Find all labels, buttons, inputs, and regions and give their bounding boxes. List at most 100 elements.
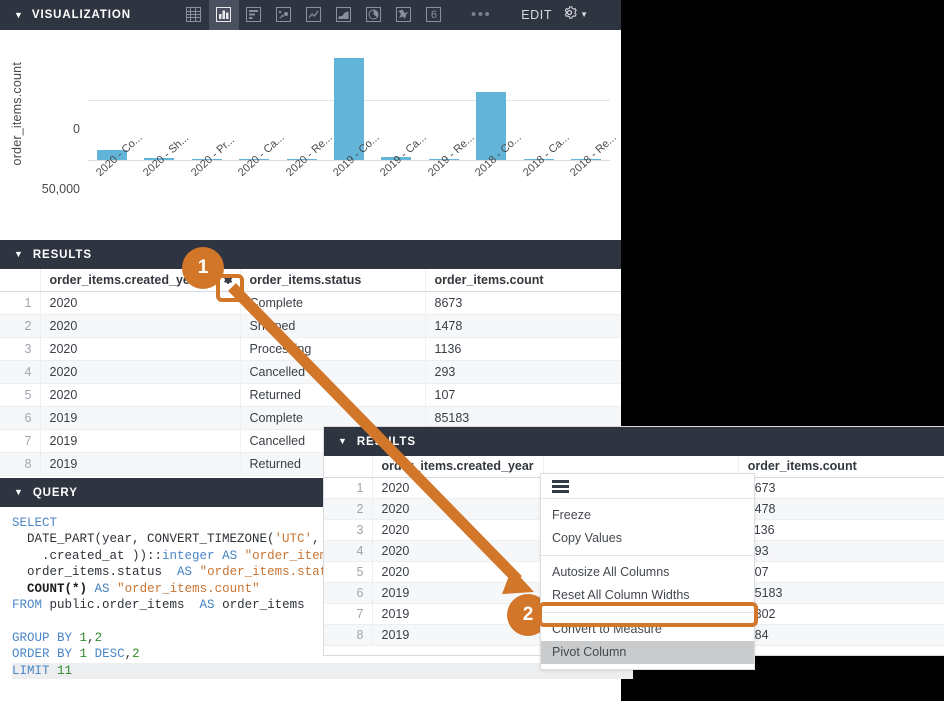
bar[interactable]: [476, 91, 507, 160]
table-row[interactable]: 3 2020 Processing 1136: [0, 337, 621, 361]
y-axis-label: order_items.count: [10, 62, 24, 166]
bar[interactable]: [334, 57, 364, 160]
more-options-icon[interactable]: •••: [470, 6, 492, 23]
pie-chart-icon[interactable]: [359, 0, 389, 30]
cell-status: Returned: [240, 383, 426, 407]
bar[interactable]: [239, 158, 270, 160]
horizontal-bar-icon[interactable]: [239, 0, 269, 30]
cell-created-year: 2020: [40, 360, 241, 384]
table-row[interactable]: 5 2020 Returned 107: [0, 383, 621, 407]
bar-chart: order_items.count 0 50,000 2020 - Co... 2…: [0, 30, 621, 240]
visualization-title: VISUALIZATION: [31, 8, 131, 21]
cell-count: 293: [425, 360, 621, 384]
context-menu-item-pivot-column[interactable]: Pivot Column: [541, 641, 754, 664]
bar[interactable]: [96, 149, 127, 160]
context-menu-groups: Freeze Copy Values Autosize All Columns Res…: [541, 499, 754, 669]
table-header-row: order_items.created_year order_items.sta…: [0, 269, 621, 292]
results-collapse-caret[interactable]: ▼: [14, 249, 24, 259]
row-number: 8: [0, 452, 41, 476]
x-axis-labels: 2020 - Co... 2020 - Sh... 2020 - Pr... 2020…: [88, 132, 619, 240]
visualization-collapse-caret[interactable]: ▼: [14, 9, 23, 20]
table-row[interactable]: 4 2020 Cancelled 293: [0, 360, 621, 384]
row-number: 2: [324, 498, 373, 520]
bar-chart-icon[interactable]: [208, 0, 239, 30]
hamburger-icon: [552, 479, 569, 493]
cell-count: 1136: [425, 337, 621, 361]
query-collapse-caret[interactable]: ▼: [14, 487, 24, 497]
row-number: 4: [0, 360, 41, 384]
row-number-header-front: [324, 456, 373, 478]
row-number: 2: [0, 314, 41, 338]
row-number-header: [0, 269, 41, 292]
callout-badge-1: 1: [182, 247, 224, 289]
cell-count: 1136: [738, 519, 944, 541]
gear-highlight-box: [216, 274, 244, 302]
cell-status: Cancelled: [240, 360, 426, 384]
column-header-count[interactable]: order_items.count: [425, 269, 621, 292]
results-front-title: RESULTS: [356, 435, 416, 448]
context-menu-item-freeze[interactable]: Freeze: [552, 508, 591, 522]
cell-count: 884: [738, 624, 944, 646]
bar[interactable]: [286, 158, 317, 160]
column-header-status[interactable]: order_items.status: [240, 269, 426, 292]
cell-count: 107: [425, 383, 621, 407]
cell-count: 1478: [425, 314, 621, 338]
row-number: 4: [324, 540, 373, 562]
bar[interactable]: [571, 158, 602, 160]
column-header-count-front[interactable]: order_items.count: [738, 456, 944, 478]
table-icon[interactable]: [179, 0, 209, 30]
scatter-plot-icon[interactable]: [269, 0, 299, 30]
context-menu-item-copy-values[interactable]: Copy Values: [552, 531, 622, 545]
bar[interactable]: [523, 158, 554, 160]
cell-created-year: 2020: [372, 477, 544, 499]
bar[interactable]: [144, 158, 175, 160]
cell-count: 8673: [738, 477, 944, 499]
context-menu-item-reset-all-column-widths[interactable]: Reset All Column Widths: [552, 588, 690, 602]
visualization-settings-menu[interactable]: ▼: [562, 5, 588, 25]
bar[interactable]: [381, 157, 412, 160]
row-number: 1: [0, 291, 41, 315]
edit-button[interactable]: EDIT: [521, 7, 553, 22]
bar[interactable]: [191, 158, 222, 160]
pivot-column-highlight-box: [538, 602, 758, 627]
callout-badge-1-number: 1: [197, 257, 209, 278]
context-menu-tab[interactable]: [541, 474, 754, 499]
row-number: 8: [324, 624, 373, 646]
column-header-created-year-front[interactable]: order_items.created_year: [372, 456, 544, 478]
cell-count: 293: [738, 540, 944, 562]
cell-created-year: 2020: [40, 337, 241, 361]
results-front-collapse-caret[interactable]: ▼: [338, 436, 348, 446]
single-value-icon[interactable]: 6: [419, 0, 449, 30]
plot-area: [88, 40, 610, 161]
cell-count: 2302: [738, 603, 944, 625]
map-icon[interactable]: [389, 0, 419, 30]
context-menu-item-autosize-all-columns[interactable]: Autosize All Columns: [552, 565, 670, 579]
row-number: 1: [324, 477, 373, 499]
cell-created-year: 2020: [40, 314, 241, 338]
line-chart-icon[interactable]: [299, 0, 329, 30]
cell-created-year: 2019: [372, 624, 544, 646]
cell-created-year: 2019: [40, 429, 241, 453]
row-number: 6: [324, 582, 373, 604]
cell-count: 8673: [425, 291, 621, 315]
cell-created-year: 2020: [40, 291, 241, 315]
y-tick-0: 50,000: [41, 182, 80, 196]
area-chart-icon[interactable]: [329, 0, 359, 30]
axis-baseline: [88, 160, 610, 161]
cell-created-year: 2020: [372, 498, 544, 520]
table-row[interactable]: 1 2020 Complete 8673: [0, 291, 621, 315]
row-number: 3: [0, 337, 41, 361]
callout-badge-2-number: 2: [522, 604, 534, 625]
results-front-header: ▼ RESULTS: [324, 427, 944, 456]
cell-created-year: 2020: [372, 561, 544, 583]
cell-created-year: 2020: [372, 519, 544, 541]
cell-created-year: 2019: [40, 406, 241, 430]
cell-status: Complete: [240, 291, 426, 315]
cell-created-year: 2019: [372, 582, 544, 604]
table-row[interactable]: 2 2020 Shipped 1478: [0, 314, 621, 338]
single-value-number: 6: [430, 8, 437, 21]
bar[interactable]: [428, 158, 459, 160]
cell-created-year: 2019: [40, 452, 241, 476]
chevron-down-icon: ▼: [580, 10, 588, 19]
